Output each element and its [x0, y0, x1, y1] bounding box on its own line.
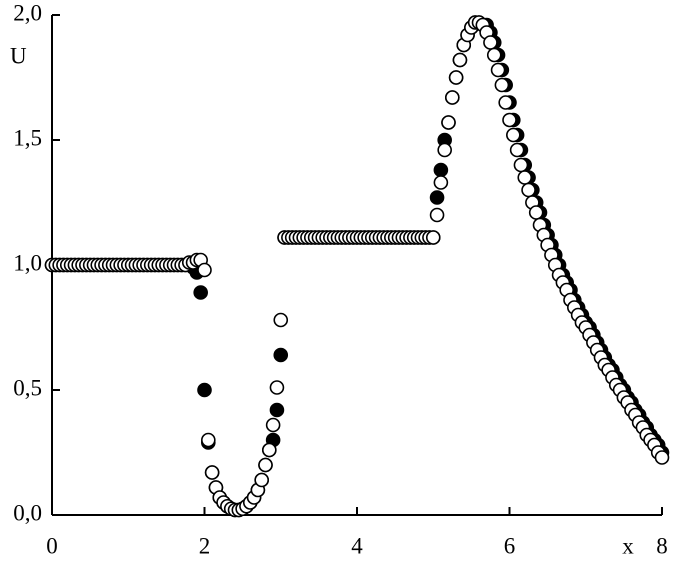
filled-point — [429, 190, 445, 205]
x-tick-label: 6 — [504, 533, 516, 558]
open-point — [517, 170, 533, 185]
open-point — [437, 142, 452, 158]
open-point — [269, 380, 285, 395]
y-tick-label: 1,0 — [13, 250, 42, 275]
open-point — [433, 175, 449, 190]
open-point — [445, 90, 460, 105]
open-point — [262, 442, 277, 458]
y-tick-label: 1,5 — [13, 125, 42, 150]
open-point — [528, 205, 544, 220]
open-point — [490, 62, 506, 78]
open-point — [254, 472, 269, 488]
open-point — [197, 262, 212, 278]
open-point — [506, 127, 521, 143]
open-point — [509, 142, 525, 158]
open-point — [448, 70, 464, 85]
open-point — [273, 312, 289, 328]
open-point — [502, 112, 517, 128]
y-tick-label: 0,0 — [13, 500, 42, 525]
x-tick-label: 2 — [199, 533, 211, 558]
y-tick-label: 0,5 — [13, 375, 42, 400]
open-point — [494, 77, 510, 93]
x-axis-label: x — [622, 533, 634, 558]
open-point — [429, 207, 445, 223]
open-point — [513, 157, 529, 173]
filled-point — [433, 162, 449, 178]
open-point — [521, 182, 536, 198]
open-point — [265, 417, 281, 433]
y-tick-label: 2,0 — [13, 0, 42, 25]
open-point — [486, 47, 502, 63]
y-axis-label: U — [10, 43, 27, 68]
x-tick-label: 8 — [656, 533, 668, 558]
filled-point — [193, 285, 208, 300]
filled-point — [269, 402, 285, 418]
x-tick-label: 0 — [46, 533, 58, 558]
open-point — [201, 432, 216, 448]
open-point — [483, 35, 498, 50]
open-point — [258, 457, 273, 473]
open-point — [441, 115, 456, 130]
filled-point — [273, 347, 289, 363]
open-point — [425, 230, 441, 245]
open-point — [498, 95, 513, 110]
open-point — [452, 52, 468, 68]
x-tick-label: 4 — [351, 533, 363, 558]
filled-point — [197, 382, 212, 398]
open-point — [654, 450, 670, 465]
open-point — [204, 465, 220, 480]
